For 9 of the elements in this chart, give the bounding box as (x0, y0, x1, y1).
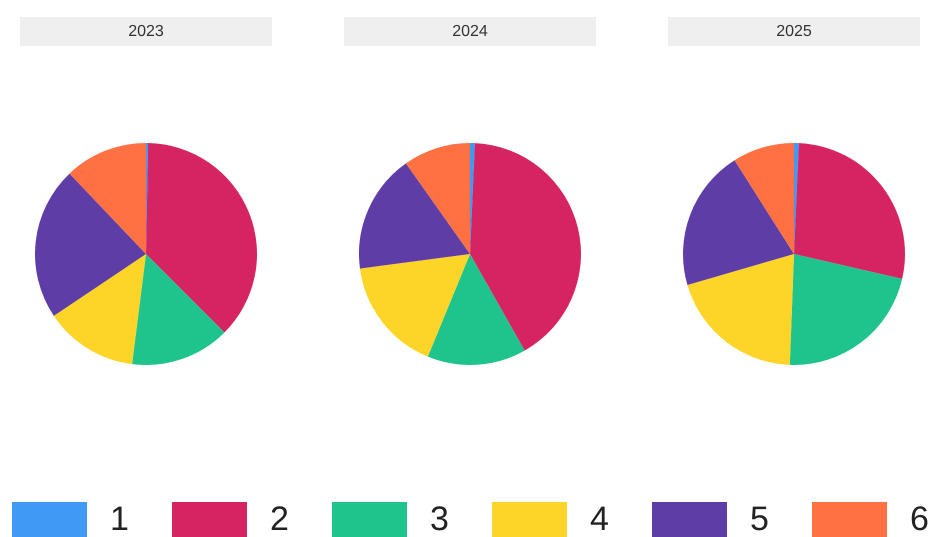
chart-title: 2024 (452, 22, 488, 40)
legend-label: 4 (590, 500, 609, 537)
legend-label: 2 (270, 500, 289, 537)
legend-label: 1 (110, 500, 129, 537)
legend-label: 5 (750, 500, 769, 537)
chart-title: 2025 (776, 22, 812, 40)
chart-title: 2023 (128, 22, 164, 40)
legend-label: 3 (430, 500, 449, 537)
legend-label: 6 (910, 500, 929, 537)
